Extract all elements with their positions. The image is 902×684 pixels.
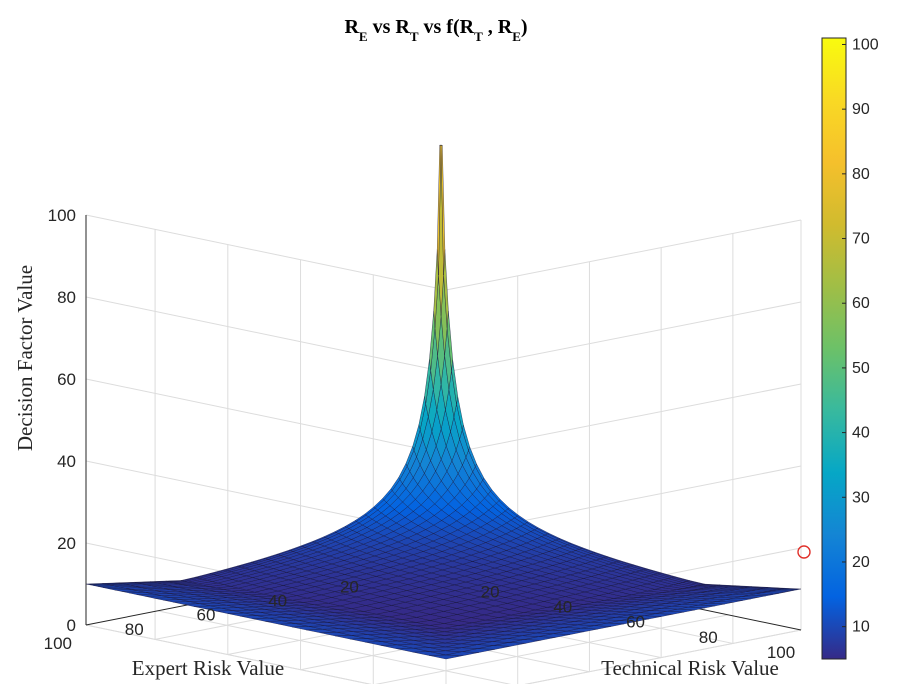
z-tick-label: 20	[57, 534, 76, 553]
colorbar-gradient	[821, 37, 847, 660]
colorbar-tick-label: 40	[852, 425, 870, 442]
y-tick-label: 40	[268, 592, 287, 611]
x-tick-label: 100	[767, 643, 795, 662]
z-tick-label: 100	[48, 206, 76, 225]
axis-ticks: 0 20 40 60 80 100 20 40 60 80 100 20 40 60 80 100	[44, 206, 796, 662]
chart-title: RE vs RT vs f(RT , RE)	[344, 16, 527, 44]
colorbar-tick-label: 50	[852, 360, 870, 377]
colorbar-tick-label: 60	[852, 295, 870, 312]
x-tick-label: 80	[699, 628, 718, 647]
x-tick-label: 40	[553, 598, 572, 617]
x-gridline-floor	[374, 614, 729, 684]
x-tick-label: 60	[626, 613, 645, 632]
y-axis-label: Expert Risk Value	[132, 656, 284, 680]
colorbar-tick-label: 100	[852, 36, 879, 53]
z-tick-label: 0	[67, 616, 76, 635]
surface-patch	[439, 144, 443, 146]
colorbar-tick-label: 80	[852, 166, 870, 183]
colorbar: 10 20 30 40 50 60 70 80 90 100	[821, 36, 879, 660]
z-tick-label: 60	[57, 370, 76, 389]
colorbar-tick-label: 20	[852, 554, 870, 571]
colorbar-tick-label: 90	[852, 101, 870, 118]
data-cursor-marker	[797, 545, 811, 559]
colorbar-tick-label: 30	[852, 489, 870, 506]
surface-mesh	[85, 144, 802, 660]
z-axis-label: Decision Factor Value	[13, 265, 37, 451]
x-gridline-floor	[524, 629, 802, 684]
y-gridline-floor	[85, 624, 372, 684]
z-tick-label: 80	[57, 288, 76, 307]
y-tick-label: 80	[125, 620, 144, 639]
x-axis-label: Technical Risk Value	[601, 656, 779, 680]
colorbar-tick-label: 70	[852, 231, 870, 248]
x-tick-label: 20	[481, 582, 500, 601]
y-tick-label: 60	[197, 606, 216, 625]
colorbar-tick-label: 10	[852, 619, 870, 636]
y-tick-label: 100	[44, 634, 72, 653]
colorbar-ticks: 10 20 30 40 50 60 70 80 90 100	[842, 36, 879, 636]
z-tick-label: 40	[57, 452, 76, 471]
y-tick-label: 20	[340, 577, 359, 596]
y-gridline-floor	[157, 610, 512, 684]
